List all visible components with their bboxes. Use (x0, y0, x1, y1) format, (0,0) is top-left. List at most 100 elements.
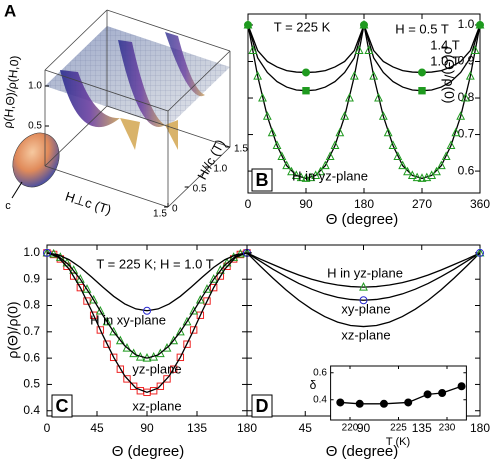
data-point (75, 274, 85, 283)
data-point (76, 283, 85, 292)
data-point (116, 365, 125, 373)
data-point (383, 127, 393, 137)
data-point (89, 294, 99, 304)
data-point (123, 375, 131, 383)
data-point (378, 111, 388, 120)
data-point (359, 296, 368, 305)
series-label: H = 0.5 T (395, 21, 449, 36)
data-point (253, 71, 263, 80)
series-label: xz-plane (341, 327, 390, 342)
surface-ridge (120, 118, 140, 150)
data-point (418, 87, 426, 95)
data-point (359, 281, 368, 291)
z-tick-label: 0.5 (28, 121, 42, 132)
x-tick-label: 0 (44, 421, 51, 435)
y-tick-label: 0.6 (458, 163, 475, 177)
data-point (302, 68, 310, 77)
x-tick-label: 180 (470, 421, 490, 435)
data-point (169, 365, 178, 373)
y-axis-title: ρ(Θ)/ρ(0) (5, 301, 21, 358)
data-point (115, 335, 125, 345)
y-tick-label: 0.6 (23, 350, 40, 364)
series-label: xy-plane (341, 301, 390, 316)
data-point (267, 127, 277, 137)
x-tick-label: 1.5 (153, 209, 167, 220)
y-tick-label: 1.0 (458, 17, 475, 31)
data-point (369, 71, 379, 80)
data-point (446, 140, 456, 150)
x-tick-label: 220 (342, 423, 359, 434)
data-point (183, 340, 191, 348)
data-point (176, 353, 185, 362)
data-point (83, 297, 91, 305)
data-point (102, 316, 112, 326)
data-point (109, 326, 119, 336)
x-tick-label: 180 (354, 197, 374, 211)
data-point (296, 172, 306, 182)
series-label: H in yz-plane (327, 265, 403, 280)
data-point (182, 316, 192, 326)
data-point (364, 45, 374, 55)
fit-line (246, 252, 481, 301)
data-point (465, 71, 475, 80)
panel-label: D (256, 396, 269, 416)
data-point (359, 19, 369, 29)
x-tick-label: 135 (412, 421, 432, 435)
y-tick-label: 0.4 (23, 403, 40, 417)
x-axis-title: Θ (degree) (326, 443, 399, 460)
data-point (243, 19, 253, 29)
surface-decoration (11, 26, 230, 199)
data-point (432, 166, 441, 176)
data-point (335, 127, 345, 137)
data-point (291, 170, 301, 179)
series-label: H in xy-plane (90, 312, 166, 327)
data-point (156, 382, 165, 390)
data-point (258, 92, 267, 102)
data-point (423, 390, 432, 399)
data-point (95, 305, 105, 315)
data-point (438, 389, 447, 397)
x-axis-title: H⊥c (T) (63, 189, 113, 218)
data-point (122, 343, 132, 352)
data-point (189, 305, 199, 315)
data-point (69, 265, 79, 274)
y-axis-title: ρ(Θ)/ρ(0) (441, 46, 457, 103)
y-tick-label: 0.5 (193, 184, 207, 195)
surface-trough (60, 70, 120, 128)
surface-ridge (165, 120, 178, 150)
data-point (162, 343, 172, 352)
annotation: H in yz-plane (292, 168, 368, 183)
data-point (82, 284, 92, 293)
data-point (248, 45, 258, 55)
y-tick-label: 0.7 (458, 127, 475, 141)
data-point (302, 87, 310, 95)
x-tick-label: 225 (390, 423, 407, 434)
data-point (196, 311, 205, 319)
data-point (109, 353, 118, 362)
data-point (388, 140, 398, 150)
data-point (451, 127, 461, 137)
data-point (143, 306, 151, 315)
series-label: yz-plane (132, 361, 181, 376)
c-arrow (11, 181, 23, 199)
data-point (412, 172, 422, 182)
panel-label: C (56, 396, 69, 416)
data-point (475, 19, 485, 29)
x-tick-label: 90 (357, 421, 371, 435)
data-point (155, 348, 165, 358)
x-axis-title: T (K) (386, 436, 410, 448)
annotation: T = 225 K; H = 1.0 T (96, 256, 213, 271)
fit-line (246, 252, 481, 288)
y-axis-title: δ (310, 378, 317, 392)
data-point (202, 284, 212, 293)
data-point (301, 173, 311, 182)
x-axis-title: Θ (degree) (112, 443, 185, 460)
data-point (287, 166, 296, 176)
y-tick-label: 1.0 (23, 245, 40, 259)
data-point (404, 398, 413, 407)
data-point (103, 340, 111, 348)
y-tick-label: 0.6 (313, 367, 327, 378)
box-edge (167, 146, 231, 208)
data-point (195, 294, 205, 304)
